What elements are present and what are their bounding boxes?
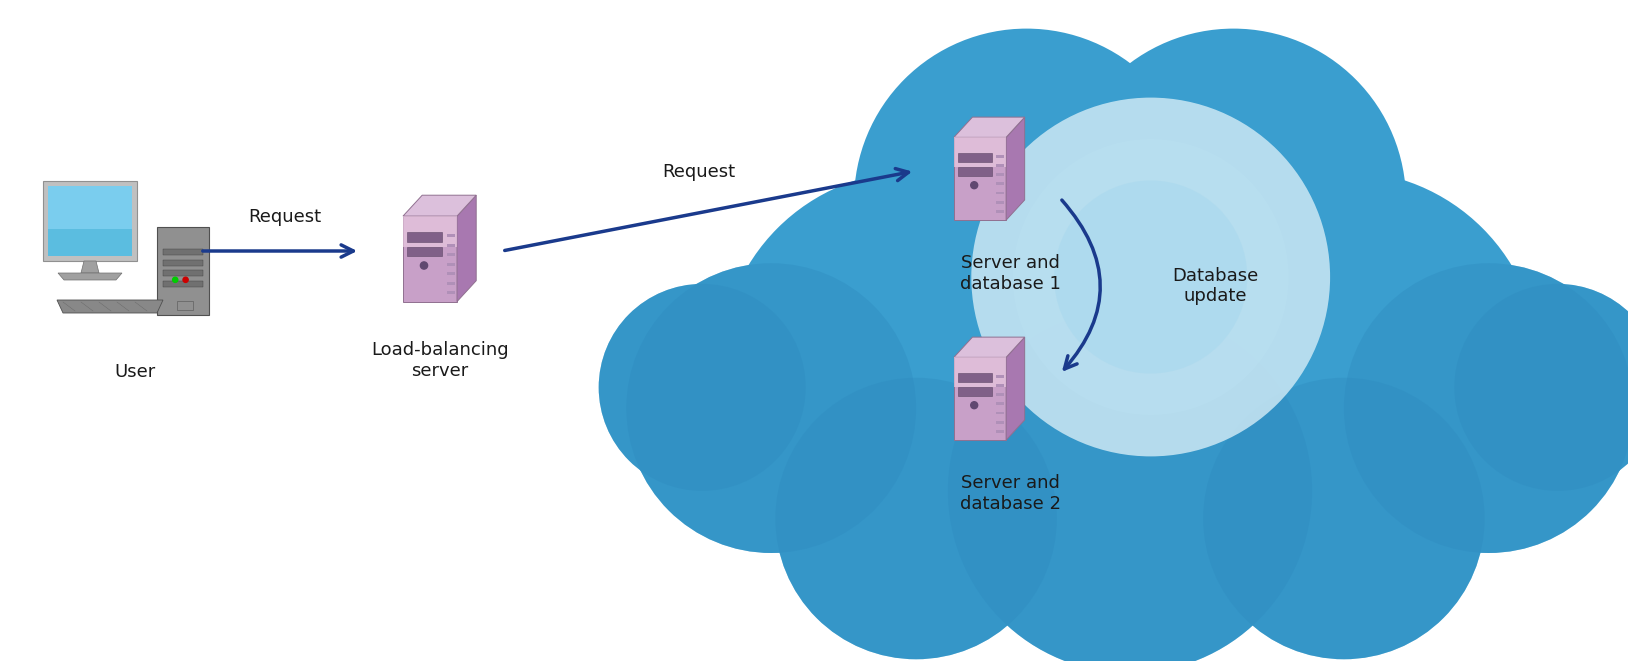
Polygon shape [996,164,1004,167]
Polygon shape [404,195,477,216]
Polygon shape [996,430,1004,433]
Polygon shape [996,201,1004,204]
Polygon shape [446,272,456,275]
Polygon shape [163,281,204,287]
Polygon shape [996,192,1004,194]
Polygon shape [42,181,137,261]
Polygon shape [996,403,1004,405]
Polygon shape [1006,117,1024,220]
Polygon shape [954,117,1024,137]
Polygon shape [163,260,204,266]
Polygon shape [446,253,456,256]
Text: Request: Request [663,163,736,181]
Polygon shape [957,153,991,162]
Polygon shape [954,137,1006,167]
Polygon shape [996,375,1004,377]
Polygon shape [996,155,1004,157]
Polygon shape [957,373,991,382]
Polygon shape [457,195,477,301]
Circle shape [970,182,978,188]
Polygon shape [163,249,204,255]
Polygon shape [404,216,457,247]
Polygon shape [996,173,1004,176]
Text: Request: Request [249,208,322,226]
Polygon shape [446,234,456,237]
Polygon shape [996,182,1004,185]
Polygon shape [996,393,1004,396]
Text: Database
update: Database update [1172,266,1258,305]
Polygon shape [177,301,194,310]
Polygon shape [47,186,132,229]
Polygon shape [407,247,441,256]
Polygon shape [446,282,456,284]
Polygon shape [996,412,1004,414]
FancyArrowPatch shape [1061,200,1101,369]
Polygon shape [446,291,456,294]
Text: User: User [114,363,156,381]
Polygon shape [47,186,132,256]
Polygon shape [996,384,1004,387]
Polygon shape [404,216,457,301]
Polygon shape [446,262,456,266]
Polygon shape [1006,337,1024,440]
Polygon shape [957,167,991,176]
Polygon shape [59,273,122,280]
Text: Server and
database 1: Server and database 1 [959,254,1060,293]
Polygon shape [57,300,163,313]
Text: Load-balancing
server: Load-balancing server [371,341,510,380]
Polygon shape [954,358,1006,440]
Polygon shape [996,210,1004,213]
Polygon shape [163,270,204,276]
Text: Server and
database 2: Server and database 2 [959,474,1060,513]
Circle shape [182,277,189,282]
Polygon shape [957,387,991,396]
Polygon shape [996,421,1004,424]
Polygon shape [954,337,1024,358]
Polygon shape [407,232,441,242]
Circle shape [420,262,428,269]
Circle shape [173,277,177,282]
Polygon shape [954,358,1006,387]
Polygon shape [156,227,208,315]
Polygon shape [446,244,456,247]
Polygon shape [954,137,1006,220]
Polygon shape [81,261,99,273]
Circle shape [970,402,978,408]
